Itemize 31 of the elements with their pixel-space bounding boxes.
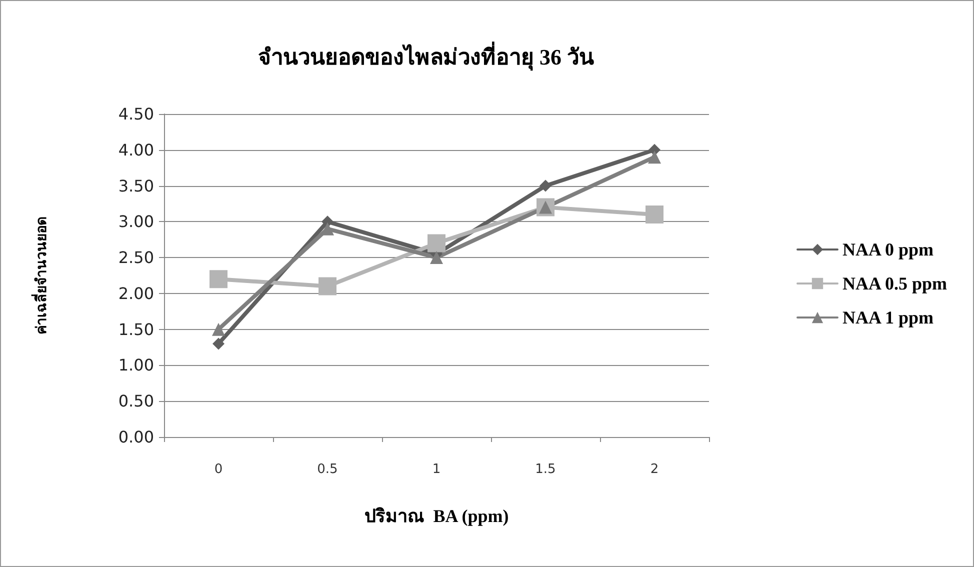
y-tick-label: 2.00 [118, 284, 154, 303]
point [212, 338, 224, 350]
point [428, 234, 446, 252]
point [212, 322, 225, 336]
x-tick-label: 1.5 [535, 462, 556, 477]
y-tick-label: 3.50 [118, 176, 154, 196]
y-tick-label: 1.50 [118, 320, 154, 339]
y-tick-label: 3.00 [118, 212, 154, 232]
point [648, 150, 661, 164]
point [540, 180, 552, 192]
x-axis-title: ปริมาณ BA (ppm) [364, 506, 509, 526]
point [318, 277, 336, 296]
legend-label: NAA 0.5 ppm [842, 274, 948, 294]
x-tick-label: 1 [432, 462, 441, 477]
y-axis-title: ค่าเฉลี่ยจำนวนยอด [31, 216, 50, 334]
y-tick-label: 0.50 [118, 392, 154, 411]
y-tick-label: 1.00 [118, 356, 154, 375]
x-tick-label: 0.5 [317, 462, 338, 477]
point [210, 270, 228, 288]
chart-title: จำนวนยอดของไพลม่วงที่อายุ 36 วัน [258, 40, 594, 72]
point [430, 251, 443, 264]
y-tick-label: 2.50 [118, 248, 154, 268]
point [321, 222, 334, 236]
y-tick-label: 4.50 [118, 104, 154, 124]
legend-label: NAA 0 ppm [842, 240, 934, 260]
x-tick-label: 2 [650, 462, 659, 477]
x-tick-label: 0 [214, 462, 223, 477]
legend-label: NAA 1 ppm [842, 308, 934, 328]
y-tick-label: 0.00 [118, 428, 154, 446]
point [646, 205, 664, 224]
y-tick-label: 4.00 [118, 140, 154, 160]
